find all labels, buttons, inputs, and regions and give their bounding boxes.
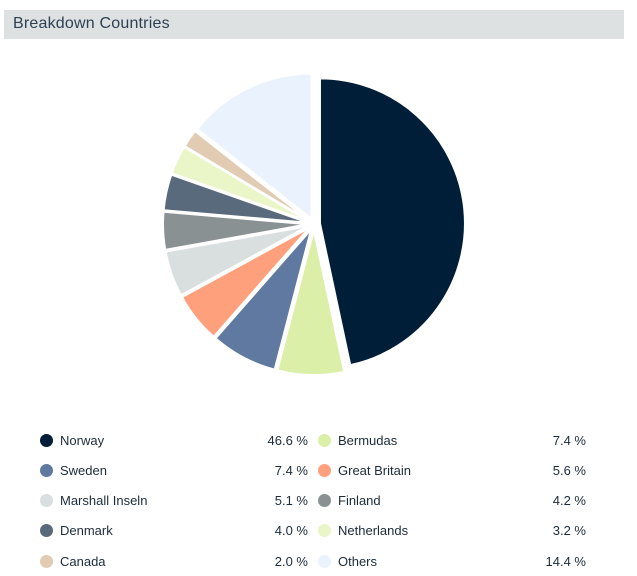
legend-swatch xyxy=(318,524,331,538)
legend-item-netherlands[interactable]: Netherlands 3.2 % xyxy=(318,520,586,542)
pie-slice-canada[interactable] xyxy=(183,130,311,222)
legend-value: 5.6 % xyxy=(552,462,586,478)
pie-slice-sweden[interactable] xyxy=(214,228,313,371)
legend-item-finland[interactable]: Finland 4.2 % xyxy=(318,490,586,512)
legend-item-canada[interactable]: Canada 2.0 % xyxy=(40,550,308,572)
legend-swatch xyxy=(40,463,53,477)
legend-value: 7.4 % xyxy=(552,432,586,448)
chart-header: Breakdown Countries xyxy=(4,10,624,39)
legend-value: 7.4 % xyxy=(274,462,308,478)
legend-value: 14.4 % xyxy=(545,553,586,569)
pie-slice-others[interactable] xyxy=(196,72,313,220)
legend-label: Canada xyxy=(60,553,106,569)
legend-value: 2.0 % xyxy=(274,553,308,569)
legend-item-bermudas[interactable]: Bermudas 7.4 % xyxy=(318,429,586,451)
pie-slice-bermudas[interactable] xyxy=(276,228,346,376)
legend-swatch xyxy=(40,524,53,538)
legend-label: Marshall Inseln xyxy=(60,493,148,509)
legend-swatch xyxy=(40,494,53,508)
legend-label: Sweden xyxy=(60,462,107,478)
legend-swatch xyxy=(318,554,331,568)
pie-slice-finland[interactable] xyxy=(162,210,310,251)
legend-item-marshall-inseln[interactable]: Marshall Inseln 5.1 % xyxy=(40,490,308,512)
legend-value: 4.2 % xyxy=(552,493,586,509)
legend-value: 5.1 % xyxy=(274,493,308,509)
legend-item-others[interactable]: Others 14.4 % xyxy=(318,550,586,572)
legend-label: Netherlands xyxy=(338,523,409,539)
legend-swatch xyxy=(40,433,53,447)
legend-item-norway[interactable]: Norway 46.6 % xyxy=(40,429,308,451)
legend-swatch xyxy=(318,433,331,447)
pie-slice-denmark[interactable] xyxy=(162,173,310,224)
legend-value: 4.0 % xyxy=(274,523,308,539)
legend-swatch xyxy=(318,463,331,477)
pie-slice-great-britain[interactable] xyxy=(180,226,311,338)
legend-value: 3.2 % xyxy=(552,523,586,539)
legend-swatch xyxy=(318,494,331,508)
legend-label: Denmark xyxy=(60,523,113,539)
pie-slice-marshall-inseln[interactable] xyxy=(164,224,310,297)
legend-label: Finland xyxy=(338,493,381,509)
legend-label: Norway xyxy=(60,432,105,448)
legend-item-denmark[interactable]: Denmark 4.0 % xyxy=(40,520,308,542)
legend-label: Great Britain xyxy=(338,462,411,478)
legend-label: Bermudas xyxy=(338,432,398,448)
legend-label: Others xyxy=(338,553,378,569)
legend-swatch xyxy=(40,554,53,568)
legend-value: 46.6 % xyxy=(267,432,308,448)
legend-item-great-britain[interactable]: Great Britain 5.6 % xyxy=(318,459,586,481)
legend-item-sweden[interactable]: Sweden 7.4 % xyxy=(40,459,308,481)
chart-legend: Norway 46.6 % Bermudas 7.4 % Sweden 7.4 % Grea… xyxy=(40,428,590,576)
pie-slice-norway[interactable] xyxy=(318,77,466,367)
pie-chart xyxy=(162,72,466,376)
chart-title: Breakdown Countries xyxy=(13,15,170,32)
